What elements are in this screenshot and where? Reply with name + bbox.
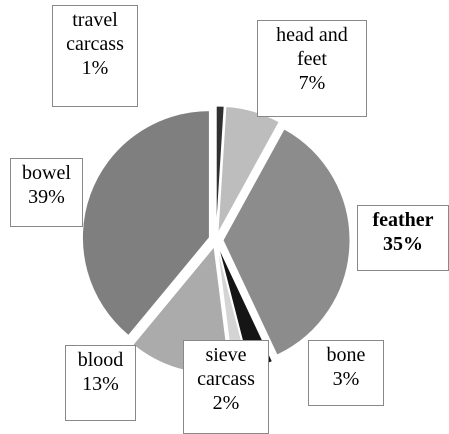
pie-slice bbox=[222, 128, 351, 356]
slice-label: travel carcass 1% bbox=[52, 5, 138, 107]
slice-name: head and feet bbox=[276, 24, 348, 70]
slice-label: feather 35% bbox=[357, 205, 449, 271]
pie-slice bbox=[215, 105, 225, 234]
slice-label: blood 13% bbox=[65, 345, 136, 421]
slice-name: blood bbox=[77, 349, 124, 371]
slice-label: bowel 39% bbox=[10, 158, 83, 227]
slice-percent: 13% bbox=[82, 373, 119, 395]
slice-label: head and feet 7% bbox=[257, 20, 367, 117]
slice-name: feather bbox=[372, 209, 434, 231]
slice-percent: 1% bbox=[81, 57, 109, 79]
slice-name: bone bbox=[326, 344, 366, 366]
slice-label: sieve carcass 2% bbox=[183, 340, 269, 434]
pie-slice bbox=[81, 110, 210, 337]
slice-label: bone 3% bbox=[308, 340, 384, 406]
slice-percent: 35% bbox=[383, 233, 423, 255]
slice-percent: 39% bbox=[28, 186, 65, 208]
slice-name: sieve carcass bbox=[197, 344, 255, 390]
pie-slice bbox=[217, 105, 280, 234]
slice-percent: 3% bbox=[332, 368, 360, 390]
slice-name: bowel bbox=[22, 162, 71, 184]
slice-name: travel carcass bbox=[66, 9, 124, 55]
slice-percent: 7% bbox=[298, 72, 326, 94]
slice-percent: 2% bbox=[212, 392, 240, 414]
